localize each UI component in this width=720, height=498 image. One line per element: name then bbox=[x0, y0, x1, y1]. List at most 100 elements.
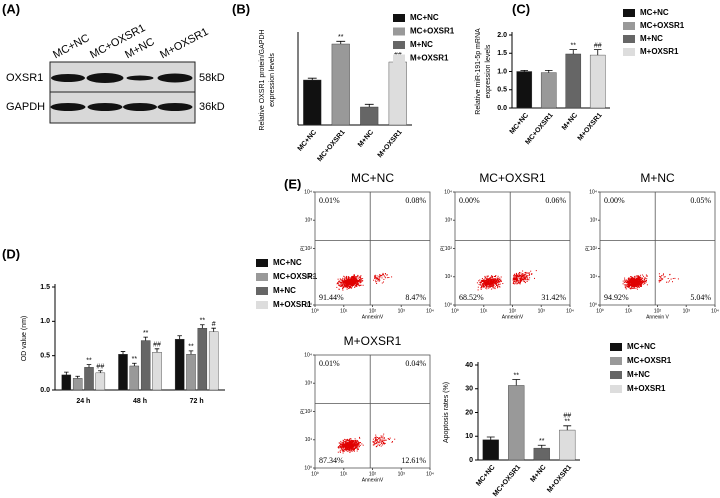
x-tick-label: M+NC bbox=[561, 112, 579, 132]
event-dot bbox=[632, 285, 634, 286]
event-dot bbox=[525, 277, 527, 279]
error-bar bbox=[569, 49, 578, 54]
event-dot bbox=[660, 277, 662, 279]
event-dot bbox=[346, 443, 348, 445]
event-dot bbox=[531, 274, 533, 275]
event-dot bbox=[638, 286, 640, 288]
event-dot bbox=[343, 450, 345, 452]
event-dot bbox=[625, 287, 627, 289]
event-dot bbox=[659, 280, 661, 282]
error-bar bbox=[132, 362, 137, 366]
event-dot bbox=[358, 441, 360, 443]
event-dot bbox=[635, 282, 637, 284]
legend-swatch bbox=[256, 287, 268, 295]
event-dot bbox=[342, 444, 344, 446]
event-dot bbox=[636, 282, 638, 284]
event-dot bbox=[633, 286, 635, 288]
event-dot bbox=[353, 283, 355, 285]
event-dot bbox=[380, 439, 381, 441]
event-dot bbox=[487, 281, 489, 283]
event-dot bbox=[490, 282, 492, 284]
event-dot bbox=[659, 279, 661, 281]
event-dot bbox=[628, 279, 630, 281]
event-dot bbox=[377, 439, 379, 440]
event-dot bbox=[338, 280, 340, 282]
event-dot bbox=[348, 279, 350, 281]
event-dot bbox=[525, 282, 526, 284]
event-dot bbox=[486, 285, 488, 287]
event-dot bbox=[635, 278, 637, 280]
event-dot bbox=[349, 282, 351, 284]
event-dot bbox=[639, 279, 641, 280]
event-dot bbox=[519, 277, 521, 279]
event-dot bbox=[375, 280, 377, 282]
event-dot bbox=[344, 276, 346, 278]
band bbox=[157, 103, 193, 111]
event-dot bbox=[356, 280, 358, 282]
event-dot bbox=[342, 288, 343, 290]
y-tick-label: 10⁰ bbox=[304, 465, 312, 471]
event-dot bbox=[353, 444, 355, 446]
event-dot bbox=[357, 274, 359, 276]
event-dot bbox=[633, 278, 635, 279]
event-dot bbox=[515, 281, 517, 282]
event-dot bbox=[482, 286, 484, 287]
plot-title: M+NC bbox=[640, 171, 675, 185]
bar bbox=[129, 365, 140, 391]
event-dot bbox=[344, 284, 346, 286]
event-dot bbox=[342, 443, 344, 445]
event-dot bbox=[358, 281, 360, 283]
event-dot bbox=[518, 273, 520, 275]
event-dot bbox=[357, 282, 359, 284]
x-tick-label: M+OXSR1 bbox=[546, 464, 573, 494]
event-dot bbox=[637, 280, 639, 282]
event-dot bbox=[342, 445, 344, 447]
y-axis-label: expression levels bbox=[485, 44, 492, 98]
event-dot bbox=[491, 276, 493, 278]
event-dot bbox=[500, 278, 502, 280]
legend-swatch bbox=[393, 27, 405, 36]
event-dot bbox=[512, 279, 514, 281]
event-dot bbox=[631, 285, 632, 287]
event-dot bbox=[492, 283, 493, 285]
event-dot bbox=[629, 284, 631, 286]
event-dot bbox=[492, 282, 494, 284]
quadrant-label: 0.00% bbox=[604, 196, 625, 205]
event-dot bbox=[359, 437, 361, 439]
event-dot bbox=[345, 284, 347, 286]
event-dot bbox=[660, 280, 662, 282]
event-dot bbox=[344, 445, 346, 447]
event-dot bbox=[628, 277, 630, 279]
y-tick-label: 0.5 bbox=[497, 87, 507, 94]
event-dot bbox=[640, 281, 642, 283]
event-dot bbox=[354, 282, 356, 284]
event-dot bbox=[340, 281, 342, 283]
event-dot bbox=[483, 281, 485, 283]
event-dot bbox=[627, 278, 629, 280]
event-dot bbox=[519, 274, 521, 276]
event-dot bbox=[356, 284, 357, 286]
event-dot bbox=[639, 277, 641, 279]
event-dot bbox=[490, 276, 492, 278]
quadrant-label: 12.61% bbox=[401, 456, 426, 465]
event-dot bbox=[494, 279, 496, 281]
x-tick-label: 10⁰ bbox=[311, 471, 319, 477]
y-tick-label: 10² bbox=[305, 246, 313, 252]
event-dot bbox=[498, 277, 500, 279]
plot-title: MC+NC bbox=[351, 171, 394, 185]
event-dot bbox=[524, 277, 526, 279]
event-dot bbox=[343, 284, 345, 286]
event-dot bbox=[344, 444, 346, 446]
bar bbox=[303, 79, 322, 126]
event-dot bbox=[498, 284, 500, 285]
event-dot bbox=[633, 280, 635, 282]
event-dot bbox=[355, 440, 357, 442]
event-dot bbox=[677, 278, 679, 280]
event-dot bbox=[500, 280, 502, 282]
event-dot bbox=[631, 277, 633, 279]
event-dot bbox=[637, 285, 639, 287]
event-dot bbox=[495, 275, 497, 276]
x-tick-label: M+OXSR1 bbox=[577, 112, 604, 142]
event-dot bbox=[356, 446, 358, 448]
event-dot bbox=[349, 443, 351, 445]
